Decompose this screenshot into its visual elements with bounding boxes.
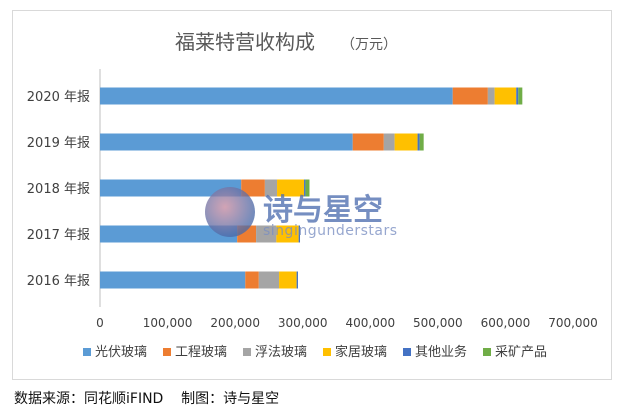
bar-segment-2-0 — [487, 87, 495, 105]
source-note: 数据来源：同花顺iFIND 制图：诗与星空 — [14, 391, 280, 407]
category-label: 2016 年报 — [27, 274, 90, 289]
bar-segment-4-3 — [298, 225, 301, 243]
legend-swatch-4 — [403, 348, 411, 356]
legend-label-3: 家居玻璃 — [335, 344, 387, 360]
legend-label-5: 采矿产品 — [495, 345, 547, 360]
bar-segment-0-4 — [100, 271, 246, 289]
category-label: 2020 年报 — [27, 90, 90, 105]
legend-swatch-5 — [483, 348, 491, 356]
category-label: 2019 年报 — [27, 136, 90, 151]
bar-segment-4-4 — [296, 271, 298, 289]
bar-segment-5-2 — [305, 179, 310, 197]
bar-segment-4-0 — [516, 87, 519, 105]
bar-segment-3-0 — [494, 87, 517, 105]
bar-segment-1-1 — [352, 133, 384, 151]
bar-segment-0-1 — [100, 133, 353, 151]
bar-segment-4-2 — [304, 179, 306, 197]
x-tick-label: 500,000 — [413, 316, 463, 330]
legend-swatch-2 — [243, 348, 251, 356]
x-tick-label: 200,000 — [210, 316, 260, 330]
bar-segment-3-4 — [279, 271, 297, 289]
bar-segment-5-1 — [419, 133, 424, 151]
x-tick-label: 600,000 — [481, 316, 531, 330]
x-tick-label: 300,000 — [278, 316, 328, 330]
bar-segment-1-0 — [452, 87, 488, 105]
legend-label-2: 浮法玻璃 — [255, 345, 307, 360]
bar-segment-3-2 — [277, 179, 305, 197]
legend-swatch-1 — [163, 348, 171, 356]
revenue-chart: 福莱特营收构成 （万元） 2020 年报 2019 年报 2018 年报 2017 年报 2… — [27, 30, 598, 360]
bar-segment-0-2 — [100, 179, 242, 197]
category-label: 2018 年报 — [27, 182, 90, 197]
chart-frame: 福莱特营收构成 （万元） 2020 年报 2019 年报 2018 年报 2017 年报 2… — [12, 10, 612, 380]
bar-segment-5-0 — [518, 87, 523, 105]
chart-title: 福莱特营收构成 — [175, 30, 315, 54]
legend-label-0: 光伏玻璃 — [95, 345, 147, 360]
bar-segment-0-3 — [100, 225, 238, 243]
bar-segment-3-1 — [394, 133, 418, 151]
x-tick-label: 700,000 — [548, 316, 598, 330]
bar-segment-2-1 — [383, 133, 395, 151]
bar-segment-2-4 — [258, 271, 280, 289]
category-label: 2017 年报 — [27, 228, 90, 243]
bar-segment-2-2 — [264, 179, 278, 197]
chart-title-unit: （万元） — [341, 37, 397, 53]
bar-segment-3-3 — [276, 225, 299, 243]
bar-segment-1-2 — [241, 179, 265, 197]
bar-segment-1-3 — [237, 225, 257, 243]
x-tick-label: 0 — [96, 316, 104, 330]
bar-segment-4-1 — [417, 133, 420, 151]
legend-label-4: 其他业务 — [415, 344, 467, 360]
x-tick-label: 400,000 — [345, 316, 395, 330]
x-tick-label: 100,000 — [143, 316, 193, 330]
bar-segment-2-3 — [256, 225, 277, 243]
bar-segment-0-0 — [100, 87, 453, 105]
legend-swatch-0 — [83, 348, 91, 356]
bar-segment-1-4 — [245, 271, 259, 289]
legend-swatch-3 — [323, 348, 331, 356]
legend-label-1: 工程玻璃 — [175, 345, 227, 360]
